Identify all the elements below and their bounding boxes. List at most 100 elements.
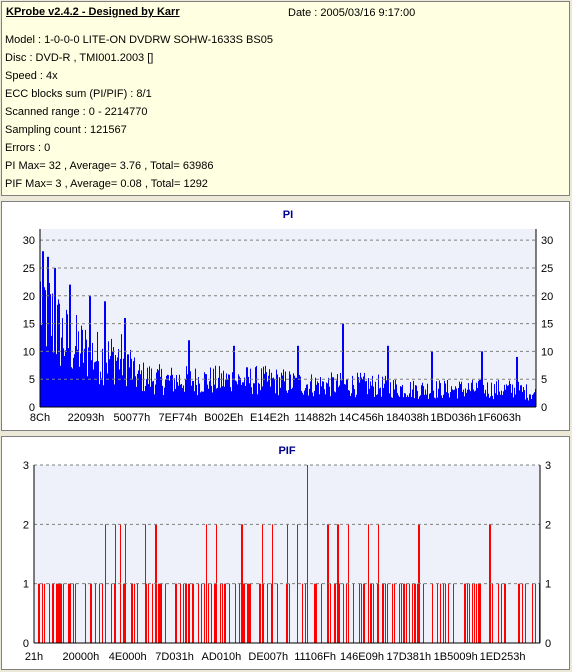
pi-bar [338, 387, 339, 407]
pif-bar [186, 583, 187, 643]
pi-bar [441, 395, 442, 407]
pi-bar [435, 398, 436, 407]
pi-ytick-right: 20 [541, 291, 553, 303]
pi-bar [358, 377, 359, 407]
pif-bar [492, 583, 493, 643]
pi-bar [245, 385, 246, 407]
pi-bar [176, 375, 177, 407]
pi-bar [471, 382, 472, 407]
pif-bar [387, 583, 388, 643]
pi-bar [60, 365, 61, 407]
pif-bar [176, 583, 177, 643]
pif-bar [259, 583, 260, 643]
pi-bar [390, 382, 391, 407]
pif-ytick-right: 0 [545, 638, 551, 650]
pi-bar [70, 284, 71, 407]
pi-bar [353, 384, 354, 407]
pi-bar [64, 356, 65, 407]
pi-bar [421, 385, 422, 407]
pi-bar [259, 383, 260, 407]
pif-bar [61, 583, 62, 643]
pi-ytick-left: 10 [23, 346, 35, 358]
pif-bar [68, 583, 69, 643]
pi-bar [296, 377, 297, 407]
pi-bar [255, 367, 256, 407]
pif-bar [198, 583, 199, 643]
pi-bar [434, 397, 435, 407]
pi-bar [373, 386, 374, 407]
pi-bar [201, 391, 202, 407]
pi-bar [404, 393, 405, 407]
pi-bar [506, 384, 507, 407]
pi-bar [263, 366, 264, 407]
pi-ytick-left: 30 [23, 235, 35, 247]
pi-bar [489, 397, 490, 407]
pi-bar [511, 392, 512, 407]
pif-bar [489, 524, 490, 643]
pif-bar [338, 524, 339, 643]
pif-bar [525, 583, 526, 643]
pif-bar [377, 583, 378, 643]
pif-bar [208, 583, 209, 643]
pif-ytick-left: 3 [23, 460, 29, 472]
pi-bar [203, 391, 204, 407]
pif-bar [415, 583, 416, 643]
pi-bar [133, 361, 134, 407]
pi-bar [148, 384, 149, 407]
pi-bar [394, 389, 395, 407]
pi-bar [403, 397, 404, 407]
pi-bar [73, 357, 74, 407]
pif-bar [165, 583, 166, 643]
pi-bar [311, 374, 312, 407]
pif-bar [39, 583, 40, 643]
pi-bar [472, 379, 473, 407]
pi-bar [294, 375, 295, 407]
pi-bar [518, 381, 519, 407]
pif-bar [337, 524, 338, 643]
pi-bar [497, 394, 498, 407]
pi-bar [520, 385, 521, 407]
pi-bar [523, 387, 524, 407]
pi-bar [266, 372, 267, 407]
pi-bar [251, 387, 252, 407]
pi-bar [323, 381, 324, 407]
pi-bar [405, 393, 406, 407]
pi-bar [238, 374, 239, 407]
pi-bar [337, 374, 338, 407]
pi-bar [57, 304, 58, 407]
pi-bar [200, 392, 201, 407]
pi-bar [534, 392, 535, 407]
pi-bar [397, 392, 398, 407]
pi-bar [199, 383, 200, 407]
pi-bar [59, 303, 60, 407]
pi-bar [346, 379, 347, 407]
pi-bar [169, 380, 170, 407]
pi-bar [267, 381, 268, 407]
pi-bar [236, 381, 237, 407]
pi-bar [377, 394, 378, 407]
pi-bar [106, 362, 107, 407]
pif-bar [469, 583, 470, 643]
pi-bar [305, 388, 306, 407]
pif-chart: PIF 0 0 1 1 2 2 3 3 21h 20000h 4E000h 7D031h AD010h DE… [23, 445, 551, 663]
pi-bar [147, 367, 148, 407]
pi-bar [118, 349, 119, 407]
pif-bar [158, 583, 159, 643]
pi-bar [415, 385, 416, 407]
pi-bar [276, 369, 277, 407]
pi-bar [470, 391, 471, 407]
pif-bar [60, 583, 61, 643]
pi-bar [190, 371, 191, 407]
pif-bar [445, 583, 446, 643]
pi-bar [352, 375, 353, 407]
pif-bar [382, 583, 383, 643]
pi-bar [406, 397, 407, 407]
pi-bar [131, 358, 132, 407]
pi-bar [183, 385, 184, 407]
pi-bar [155, 384, 156, 407]
pi-bar [260, 390, 261, 407]
pi-bar [485, 389, 486, 407]
pi-bar [82, 329, 83, 407]
pi-bar [76, 314, 77, 407]
pif-bar [371, 583, 372, 643]
